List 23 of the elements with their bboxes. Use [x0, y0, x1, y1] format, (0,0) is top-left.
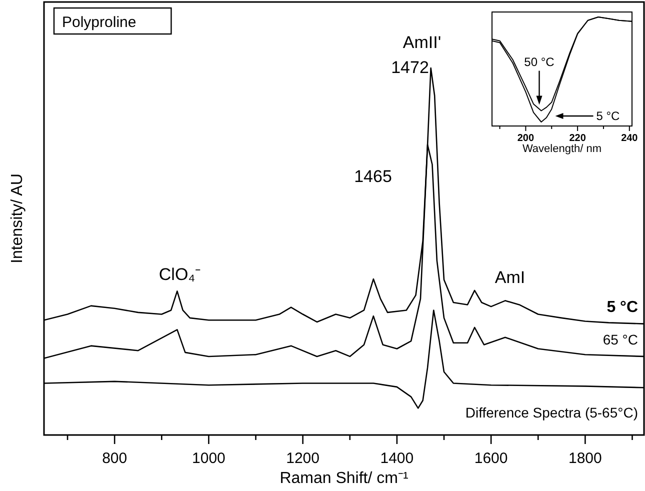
x-tick-label: 200 [517, 133, 534, 144]
annotation: AmI [494, 268, 526, 287]
x-tick-label: 1400 [380, 450, 414, 467]
x-tick-label: 220 [569, 133, 586, 144]
x-tick-label: 1800 [568, 450, 602, 467]
x-tick-label: 800 [102, 450, 128, 467]
x-axis-title: Wavelength/ nm [522, 143, 602, 155]
text: Polyproline [62, 14, 136, 31]
x-tick-label: 240 [621, 133, 638, 144]
x-tick-label: 1600 [474, 450, 508, 467]
x-tick-label: 1000 [192, 450, 226, 467]
x-tick-label: 1200 [286, 450, 320, 467]
annotation: ClO₄⁻ [158, 264, 202, 284]
series-label: Difference Spectra (5-65°C) [465, 404, 638, 421]
series-label: 50 °C [524, 54, 555, 69]
y-axis-title: Intensity/ AU [9, 174, 26, 264]
series-label: 5 °C [606, 298, 638, 316]
series-label: 65 °C [602, 331, 638, 348]
x-axis-title: Raman Shift/ cm⁻¹ [280, 470, 408, 487]
annotation: 1465 [354, 166, 392, 186]
legend-label: 5 °C [596, 109, 620, 123]
text: AmII' [402, 32, 442, 52]
annotation: 1472 [391, 58, 429, 77]
